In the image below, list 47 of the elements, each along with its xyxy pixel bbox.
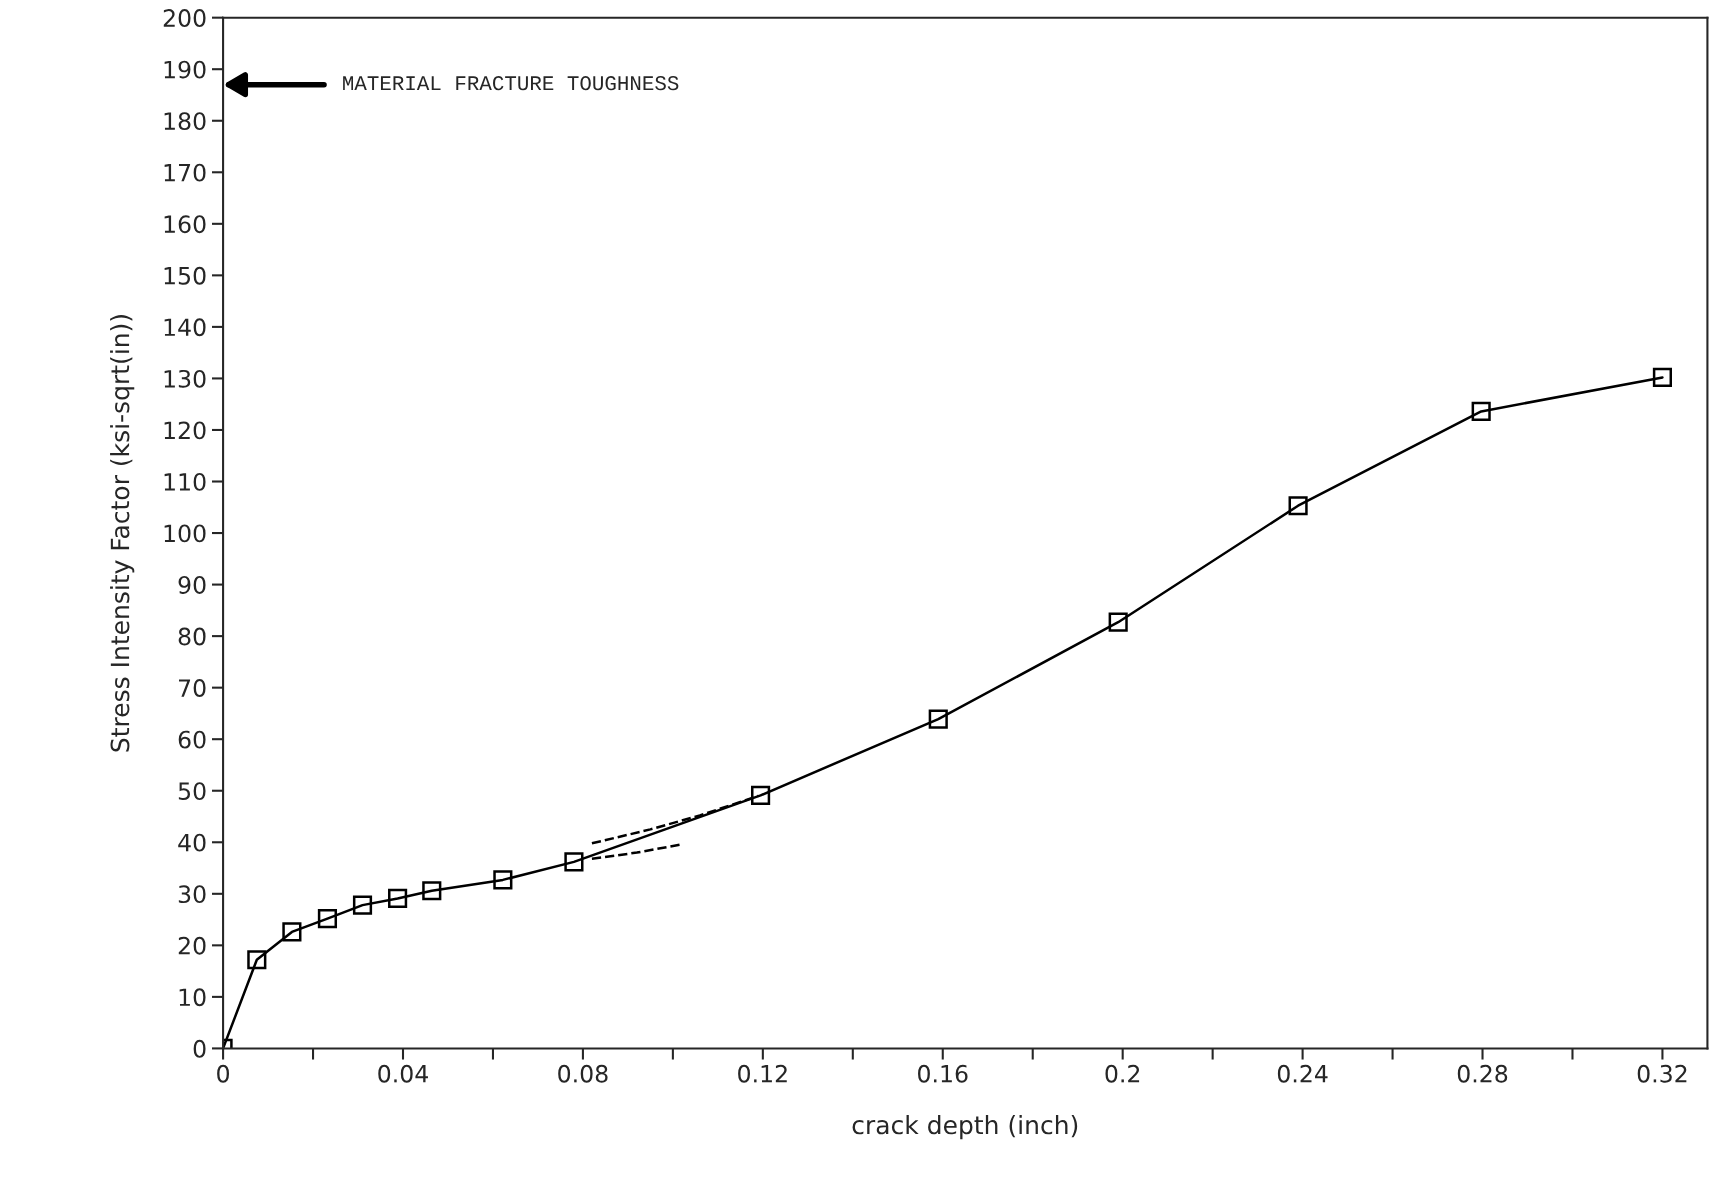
- y-axis-title: Stress Intensity Factor (ksi-sqrt(in)): [110, 315, 135, 752]
- y-tick-label: 130: [164, 369, 206, 388]
- point: [422, 881, 442, 901]
- y-tick-label: 140: [164, 318, 206, 337]
- y-tick-label: 180: [164, 112, 206, 131]
- y-tick-label: 10: [179, 988, 206, 1007]
- y-tick-label: 90: [178, 576, 206, 594]
- y-tick-label: 60: [178, 730, 206, 749]
- x-tick-label: 0.08: [558, 1064, 608, 1083]
- x-tick-label: 0.28: [1457, 1064, 1508, 1083]
- x-tick-label: 0.04: [378, 1064, 428, 1083]
- y-tick-label: 190: [164, 60, 206, 79]
- y-tick-label: 150: [164, 266, 206, 285]
- y-tick-label: 120: [164, 421, 206, 440]
- y-tick-label: 170: [164, 163, 206, 182]
- point: [493, 870, 513, 890]
- x-tick-label: 0.12: [738, 1064, 787, 1083]
- y-tick-label: 70: [179, 679, 206, 697]
- point: [564, 852, 584, 872]
- y-tick-label: 80: [178, 627, 206, 646]
- x-axis-title: crack depth (inch): [852, 1115, 1078, 1140]
- point: [317, 908, 338, 929]
- point: [352, 895, 373, 915]
- y-tick-label: 0: [193, 1039, 206, 1058]
- x-tick-label: 0.16: [918, 1064, 968, 1083]
- annotation: MATERIAL FRACTURE TOUGHNESS: [343, 76, 679, 91]
- x-tick-label: 0.2: [1105, 1064, 1140, 1083]
- y-tick-label: 160: [164, 215, 206, 234]
- y-tick-label: 50: [178, 782, 206, 801]
- point: [282, 922, 302, 942]
- point: [1108, 612, 1128, 632]
- point: [247, 950, 267, 970]
- point: [1652, 367, 1673, 387]
- point: [1471, 401, 1491, 421]
- x-tick-label: 0: [217, 1064, 230, 1083]
- point: [928, 709, 948, 729]
- point: [751, 785, 771, 805]
- y-tick-label: 200: [163, 9, 206, 27]
- y-tick-label: 40: [178, 833, 206, 852]
- x-tick-label: 0.32: [1637, 1064, 1687, 1083]
- y-tick-label: 20: [178, 936, 206, 955]
- point: [1288, 496, 1308, 516]
- x-tick-label: 0.24: [1277, 1064, 1328, 1083]
- point: [388, 888, 408, 909]
- y-tick-label: 100: [164, 524, 206, 543]
- y-tick-label: 110: [164, 472, 206, 491]
- y-tick-label: 30: [178, 885, 206, 904]
